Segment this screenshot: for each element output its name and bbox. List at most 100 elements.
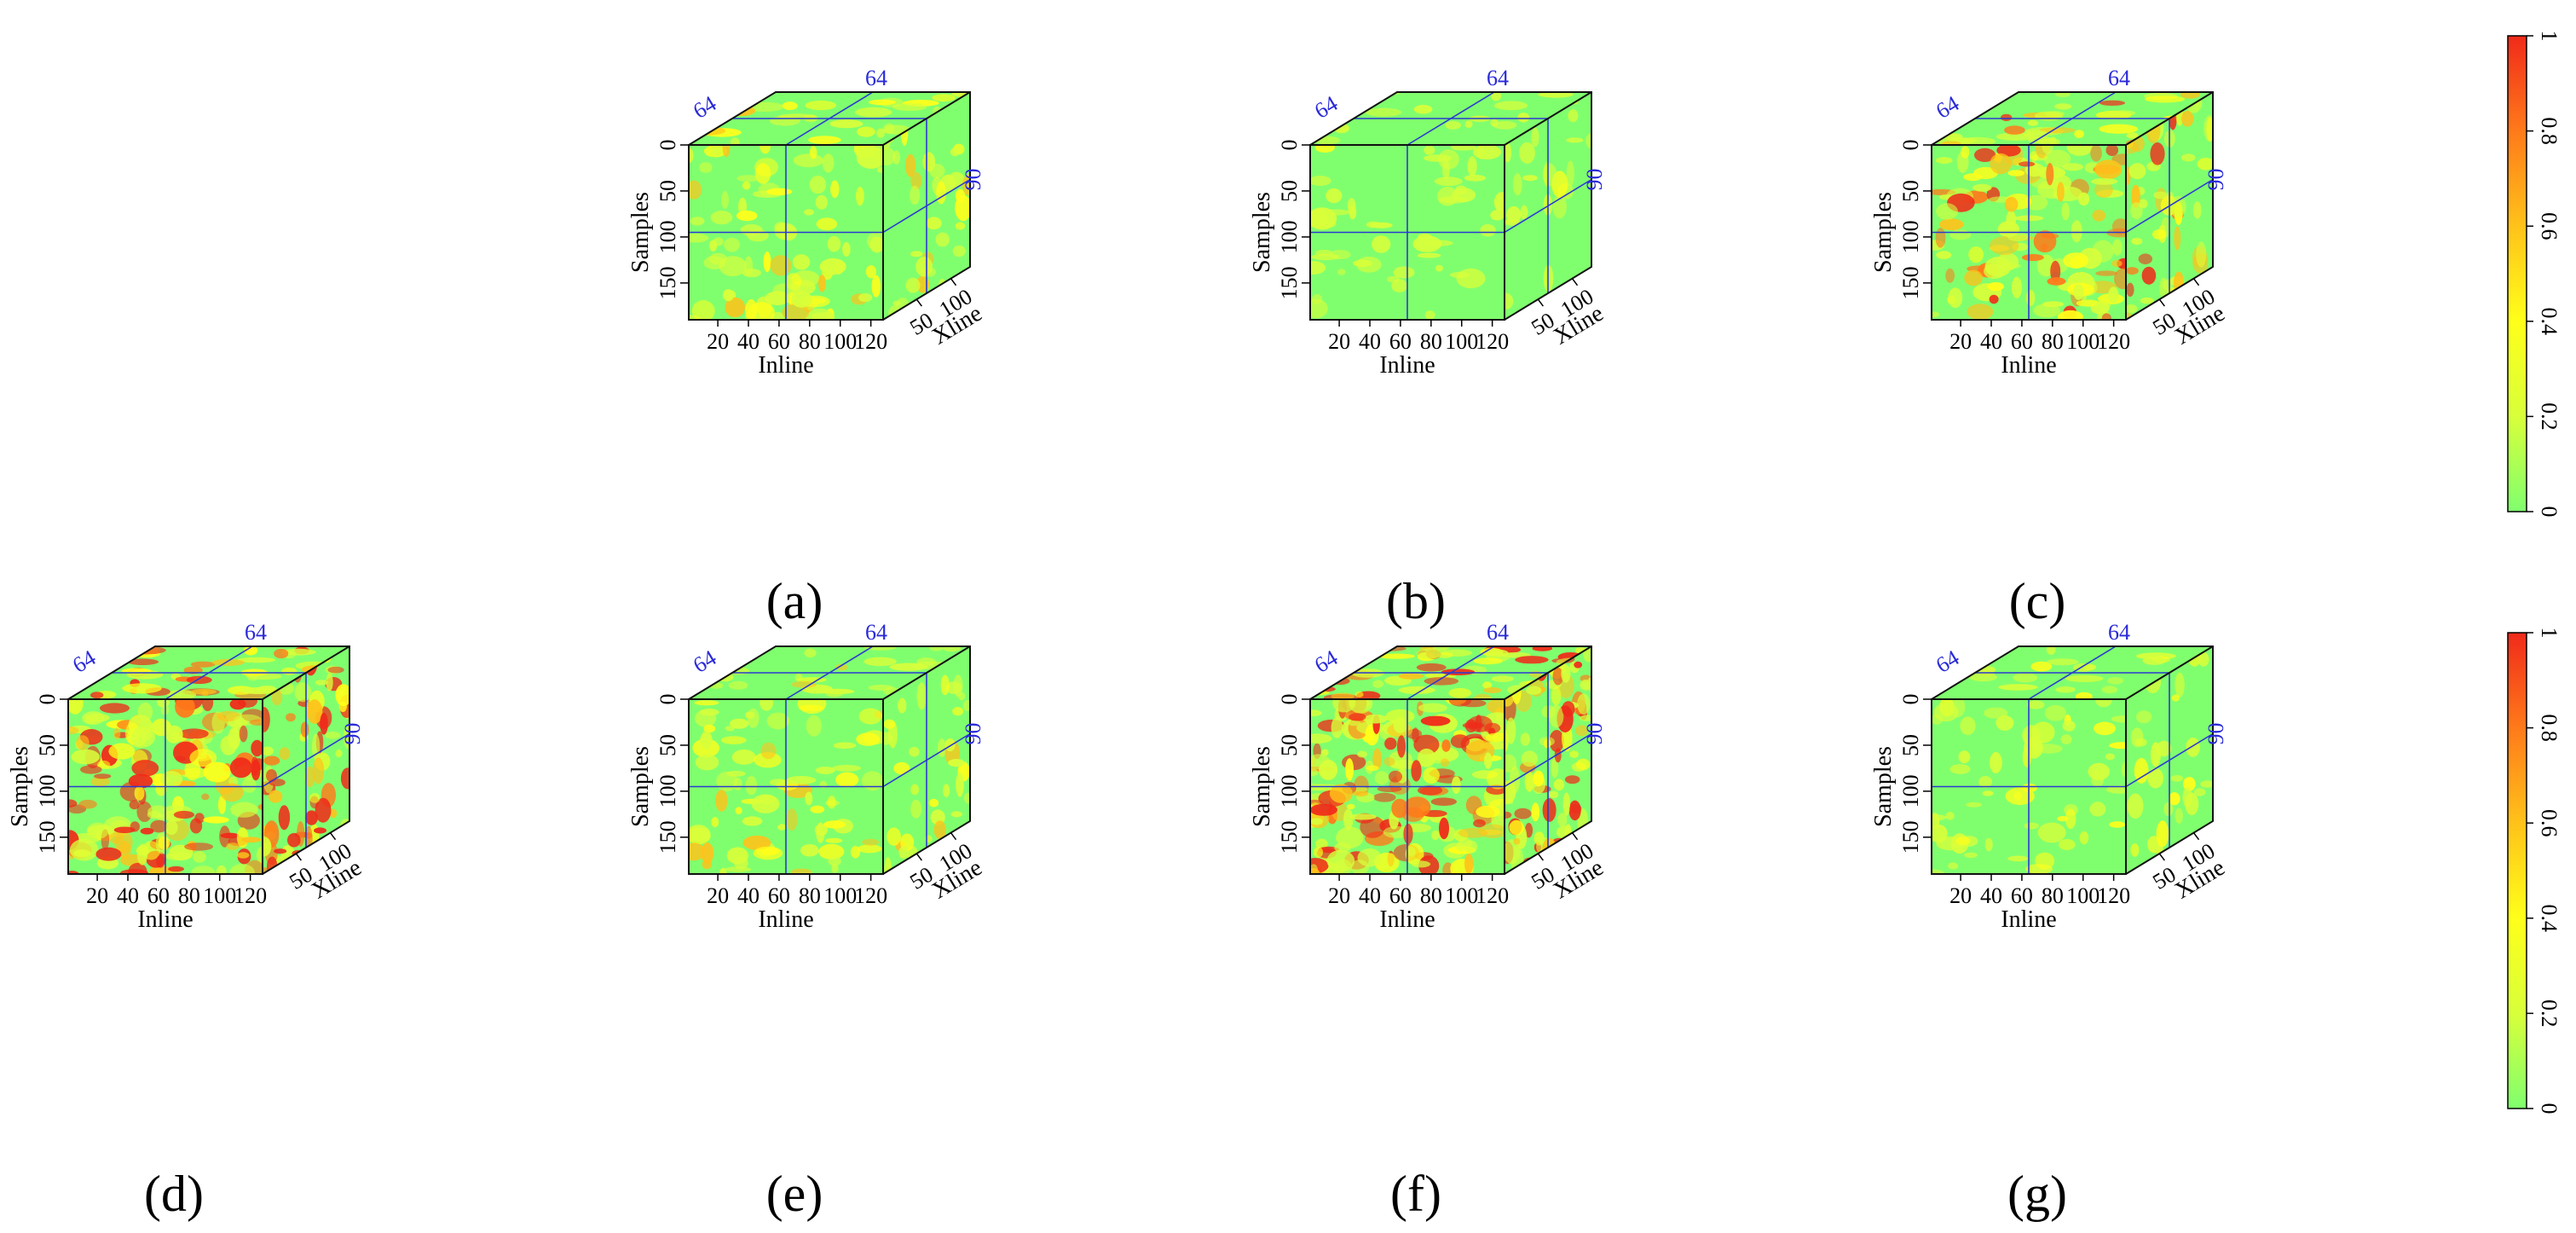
amplitude-blob <box>740 224 763 236</box>
inline-slice-line-top <box>1406 91 1495 146</box>
amplitude-blob <box>774 222 788 233</box>
amplitude-blob <box>733 778 742 790</box>
sample-slice-label: 90 <box>961 723 985 745</box>
amplitude-blob <box>689 825 711 844</box>
amplitude-blob <box>80 765 102 774</box>
amplitude-blob <box>96 760 111 769</box>
amplitude-blob <box>736 210 758 222</box>
samples-axis-label: Samples <box>1870 192 1897 273</box>
amplitude-blob <box>937 738 946 758</box>
amplitude-blob <box>1984 837 1993 852</box>
amplitude-blob <box>314 827 326 834</box>
amplitude-blob <box>156 854 165 868</box>
amplitude-blob <box>1974 148 1996 162</box>
amplitude-blob <box>175 699 195 718</box>
amplitude-blob <box>90 692 104 699</box>
amplitude-blob <box>898 846 909 860</box>
amplitude-blob <box>777 824 787 831</box>
amplitude-blob <box>794 673 803 682</box>
amplitude-blob <box>943 784 950 798</box>
amplitude-blob <box>933 820 946 839</box>
amplitude-blob <box>2126 132 2139 139</box>
amplitude-blob <box>1439 817 1449 840</box>
amplitude-blob <box>791 291 812 308</box>
amplitude-blob <box>1329 784 1353 803</box>
amplitude-blob <box>1345 758 1354 781</box>
amplitude-blob <box>1520 732 1531 746</box>
amplitude-blob <box>719 256 747 276</box>
amplitude-blob <box>805 100 836 111</box>
samples-tick-label: 100 <box>1277 774 1302 808</box>
amplitude-blob <box>1574 661 1583 669</box>
amplitude-blob <box>2105 145 2119 157</box>
samples-axis-label: Samples <box>627 192 654 273</box>
amplitude-blob <box>286 713 296 722</box>
amplitude-blob <box>2004 196 2019 212</box>
colorbar-tick-label: 0.6 <box>2537 212 2562 240</box>
amplitude-blob <box>792 254 811 270</box>
amplitude-blob <box>856 187 864 206</box>
amplitude-blob <box>129 800 140 810</box>
amplitude-blob <box>1384 737 1397 750</box>
amplitude-blob <box>156 813 170 821</box>
inline-tick-label: 120 <box>2097 883 2130 908</box>
amplitude-blob <box>763 251 771 273</box>
amplitude-blob <box>2192 201 2202 219</box>
amplitude-blob <box>823 820 846 829</box>
samples-axis-label: Samples <box>627 746 654 827</box>
amplitude-blob <box>771 311 785 320</box>
amplitude-blob <box>1403 796 1431 818</box>
amplitude-blob <box>863 657 897 667</box>
amplitude-blob <box>1562 701 1575 717</box>
amplitude-blob <box>715 790 728 812</box>
amplitude-blob <box>835 663 848 671</box>
amplitude-blob <box>1964 269 1983 287</box>
amplitude-blob <box>876 128 886 138</box>
inline-tick-label: 60 <box>2011 329 2033 354</box>
inline-tick-label: 40 <box>1980 883 2002 908</box>
amplitude-blob <box>1514 808 1532 819</box>
amplitude-blob <box>294 682 312 703</box>
amplitude-blob <box>1383 757 1395 767</box>
colorbar-gradient <box>2507 632 2527 1109</box>
amplitude-blob <box>1568 109 1579 123</box>
amplitude-blob <box>1332 699 1356 713</box>
amplitude-blob <box>191 688 217 695</box>
amplitude-blob <box>731 750 756 765</box>
corner-edge <box>1504 91 1592 146</box>
amplitude-blob <box>320 712 328 735</box>
amplitude-blob <box>1967 304 1994 320</box>
amplitude-blob <box>1411 760 1422 782</box>
amplitude-blob <box>857 126 875 137</box>
amplitude-blob <box>1434 177 1463 187</box>
inline-axis-label: Inline <box>758 352 813 379</box>
amplitude-blob <box>1512 173 1522 196</box>
amplitude-blob <box>742 835 771 850</box>
amplitude-blob <box>2065 674 2104 682</box>
amplitude-blob <box>1331 802 1348 822</box>
samples-tick-label: 50 <box>1277 734 1302 756</box>
amplitude-blob <box>2078 192 2090 206</box>
amplitude-blob <box>2044 704 2066 721</box>
amplitude-blob <box>2128 163 2146 180</box>
amplitude-blob <box>1314 249 1333 257</box>
front-texture <box>68 699 263 874</box>
amplitude-blob <box>2005 787 2035 806</box>
amplitude-blob <box>720 736 747 744</box>
amplitude-blob <box>2108 287 2119 304</box>
amplitude-blob <box>165 725 183 744</box>
amplitude-blob <box>1423 767 1440 784</box>
amplitude-blob <box>1372 748 1382 770</box>
amplitude-blob <box>2130 727 2144 748</box>
amplitude-blob <box>1533 770 1545 787</box>
amplitude-blob <box>1417 252 1441 258</box>
amplitude-blob <box>883 732 893 745</box>
amplitude-blob <box>1467 715 1493 732</box>
amplitude-blob <box>2035 852 2055 870</box>
inline-slice-label: 64 <box>865 66 887 90</box>
xline-tick <box>329 832 337 841</box>
samples-tick-label: 150 <box>1898 266 1923 299</box>
samples-tick-label: 0 <box>1277 140 1302 151</box>
